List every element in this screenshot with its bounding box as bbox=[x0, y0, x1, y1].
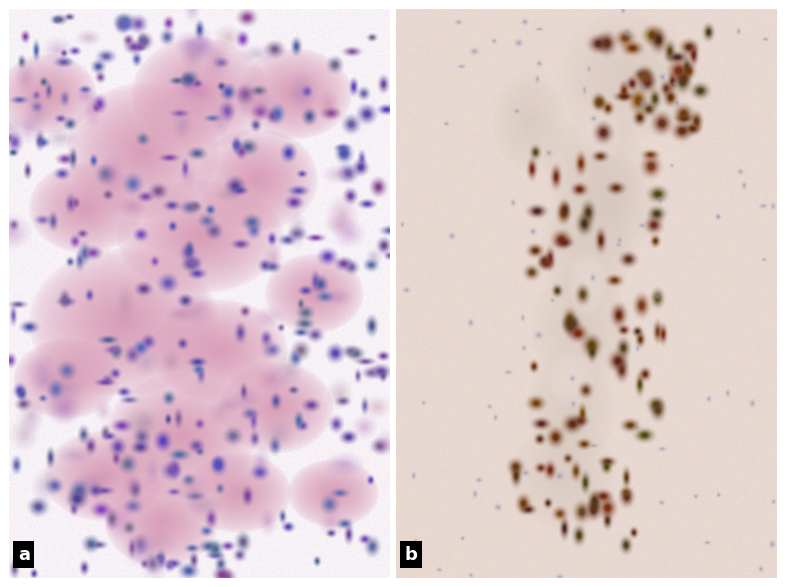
Text: b: b bbox=[405, 546, 417, 564]
Text: a: a bbox=[18, 546, 30, 564]
